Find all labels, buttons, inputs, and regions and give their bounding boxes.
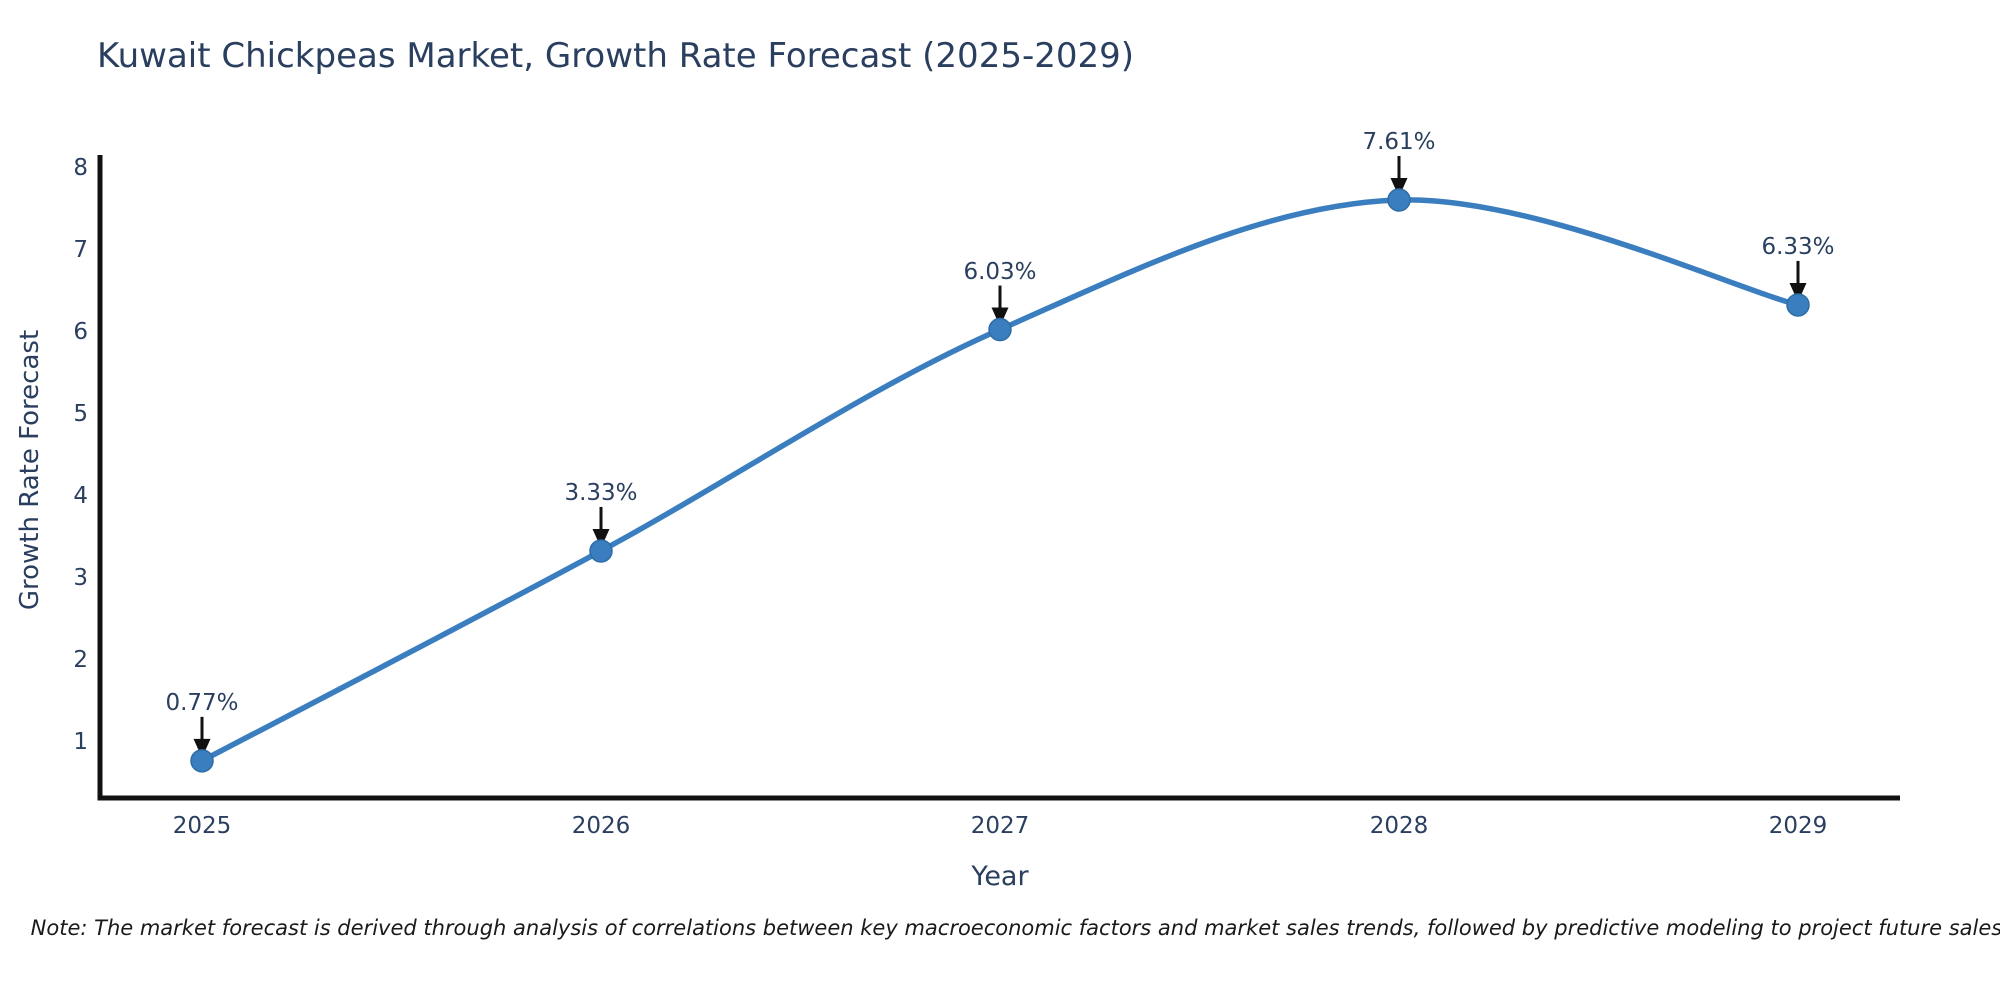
data-point-label: 6.33% xyxy=(1761,233,1835,260)
x-tick-label: 2028 xyxy=(1369,813,1429,839)
y-tick-label: 1 xyxy=(73,729,88,755)
footnote: Note: The market forecast is derived thr… xyxy=(30,916,2000,940)
y-tick-label: 6 xyxy=(73,319,88,345)
x-tick-label: 2026 xyxy=(571,813,631,839)
y-tick-label: 7 xyxy=(73,237,88,263)
data-point-label: 0.77% xyxy=(165,689,239,716)
data-point-label: 3.33% xyxy=(564,479,638,506)
x-tick-label: 2027 xyxy=(970,813,1030,839)
chart-title: Kuwait Chickpeas Market, Growth Rate For… xyxy=(97,36,1135,76)
data-point-label: 7.61% xyxy=(1362,128,1436,155)
y-tick-label: 5 xyxy=(73,401,88,427)
y-tick-label: 8 xyxy=(73,155,88,181)
x-axis-title: Year xyxy=(971,861,1029,892)
data-point-label: 6.03% xyxy=(963,258,1037,285)
x-tick-label: 2025 xyxy=(172,813,232,839)
y-tick-label: 4 xyxy=(73,483,88,509)
x-tick-label: 2029 xyxy=(1768,813,1828,839)
y-tick-label: 3 xyxy=(73,565,88,591)
y-tick-label: 2 xyxy=(73,647,88,673)
